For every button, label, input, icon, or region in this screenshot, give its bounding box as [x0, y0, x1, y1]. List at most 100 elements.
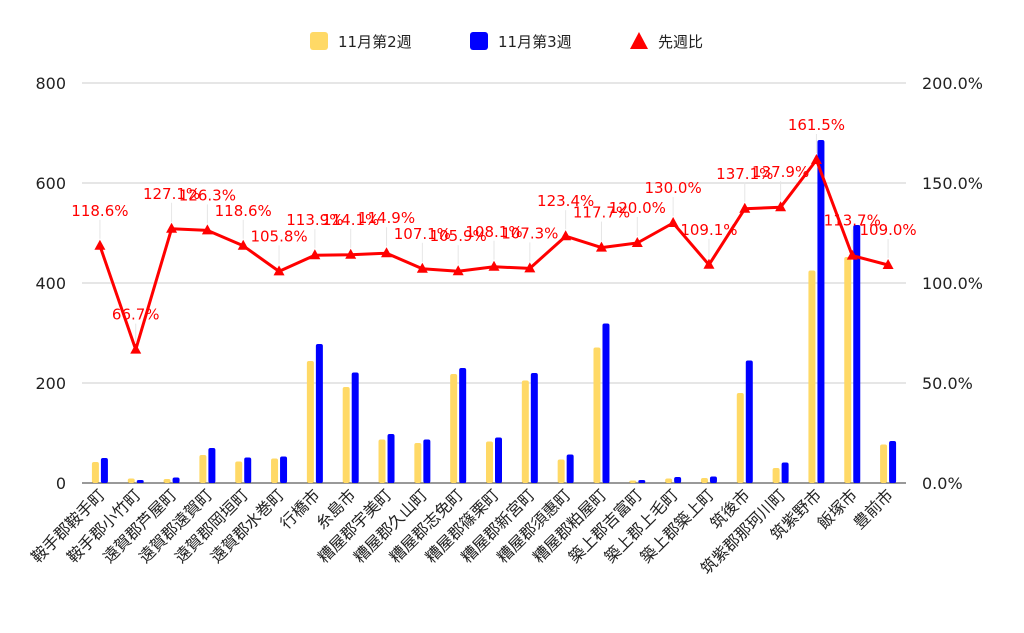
ratio-marker	[882, 259, 894, 269]
ratio-data-label: 137.9%	[752, 163, 809, 181]
ratio-data-label: 118.6%	[215, 202, 272, 220]
bar-week2	[163, 479, 171, 483]
bar-week2	[414, 443, 422, 483]
ratio-line	[94, 154, 894, 354]
right-tick-label: 0.0%	[922, 474, 963, 493]
bar-week2	[306, 361, 314, 483]
ratio-marker	[273, 265, 285, 276]
legend-label: 11月第2週	[338, 33, 412, 51]
legend-item: 11月第3週	[470, 32, 572, 51]
bar-week3	[315, 344, 323, 483]
category-label: 飯塚市	[814, 485, 861, 532]
ratio-data-label: 107.1%	[394, 225, 451, 243]
right-tick-label: 100.0%	[922, 274, 983, 293]
ratio-data-label: 117.7%	[573, 204, 630, 222]
ratio-marker	[846, 249, 858, 260]
ratio-marker	[488, 260, 500, 271]
legend-swatch	[310, 32, 328, 50]
bar-week3	[674, 477, 682, 483]
ratio-marker	[345, 248, 357, 259]
left-tick-label: 200	[35, 374, 66, 393]
category-label: 行橋市	[276, 485, 323, 532]
bar-week2	[772, 468, 780, 483]
bar-week2	[880, 444, 888, 483]
ratio-marker	[237, 239, 249, 250]
bar-week3	[530, 373, 538, 483]
bar-week2	[271, 458, 279, 483]
legend: 11月第2週 11月第3週 先週比	[310, 32, 703, 51]
ratio-data-label: 108.1%	[465, 223, 522, 241]
ratio-data-label: 109.1%	[680, 221, 737, 239]
bar-week2	[91, 462, 99, 483]
ratio-marker	[416, 262, 428, 273]
bar-week2	[342, 387, 350, 483]
bar-week2	[378, 439, 386, 483]
ratio-data-label: 107.3%	[501, 224, 558, 242]
ratio-data-label: 130.0%	[645, 179, 702, 197]
ratio-data-label: 113.7%	[824, 212, 881, 230]
ratio-marker	[703, 258, 715, 269]
bar-week2	[235, 461, 243, 483]
ratio-data-label: 137.1%	[716, 165, 773, 183]
bar-week2	[593, 347, 601, 483]
ratio-data-label: 114.9%	[358, 209, 415, 227]
legend-label: 先週比	[658, 33, 703, 51]
left-tick-label: 600	[35, 174, 66, 193]
ratio-marker	[309, 249, 321, 260]
ratio-marker	[595, 241, 607, 252]
left-tick-label: 0	[56, 474, 66, 493]
category-label: 豊前市	[850, 485, 897, 532]
bars	[91, 140, 897, 483]
legend-swatch	[630, 32, 648, 49]
ratio-data-label: 105.8%	[250, 227, 307, 245]
legend-swatch	[470, 32, 488, 50]
ratio-marker	[381, 247, 393, 258]
ratio-marker	[739, 202, 751, 213]
data-labels: 118.6%66.7%127.1%126.3%118.6%105.8%113.9…	[71, 116, 917, 343]
ratio-data-label: 113.9%	[286, 211, 343, 229]
bar-week3	[351, 372, 359, 483]
bar-week2	[486, 441, 493, 483]
bar-week3	[781, 462, 789, 483]
right-tick-label: 200.0%	[922, 74, 983, 93]
bar-week3	[853, 225, 861, 483]
bar-week2	[736, 393, 744, 483]
bar-week2	[700, 478, 708, 483]
left-tick-label: 800	[35, 74, 66, 93]
ratio-marker	[810, 154, 822, 164]
legend-item: 先週比	[630, 32, 703, 51]
bar-week2	[844, 257, 852, 483]
gridlines	[82, 82, 906, 484]
ratio-marker	[560, 230, 572, 241]
left-axis: 0 200 400 600 800	[35, 74, 66, 493]
right-tick-label: 50.0%	[922, 374, 973, 393]
bar-week3	[172, 477, 180, 483]
ratio-data-label: 123.4%	[537, 192, 594, 210]
bar-week2	[665, 478, 673, 483]
left-tick-label: 400	[35, 274, 66, 293]
bar-week3	[244, 457, 252, 483]
bar-week3	[100, 458, 108, 483]
bar-week3	[745, 360, 753, 483]
bar-week3	[208, 448, 216, 483]
ratio-marker	[524, 262, 536, 273]
bar-week3	[638, 480, 646, 483]
ratio-marker	[201, 224, 213, 235]
ratio-data-label: 109.0%	[859, 221, 916, 239]
bar-week2	[557, 459, 565, 483]
bar-week3	[709, 476, 717, 483]
right-tick-label: 150.0%	[922, 174, 983, 193]
ratio-data-label: 127.1%	[143, 185, 200, 203]
ratio-marker	[94, 239, 106, 250]
bar-week3	[817, 140, 825, 483]
bar-week3	[136, 480, 144, 483]
ratio-data-label: 126.3%	[179, 186, 236, 204]
bar-week3	[566, 454, 574, 483]
bar-week3	[280, 456, 288, 483]
bar-week3	[387, 434, 395, 483]
ratio-data-label: 161.5%	[788, 116, 845, 134]
ratio-data-label: 120.0%	[609, 199, 666, 217]
bar-week3	[459, 368, 467, 483]
ratio-marker	[775, 201, 787, 212]
